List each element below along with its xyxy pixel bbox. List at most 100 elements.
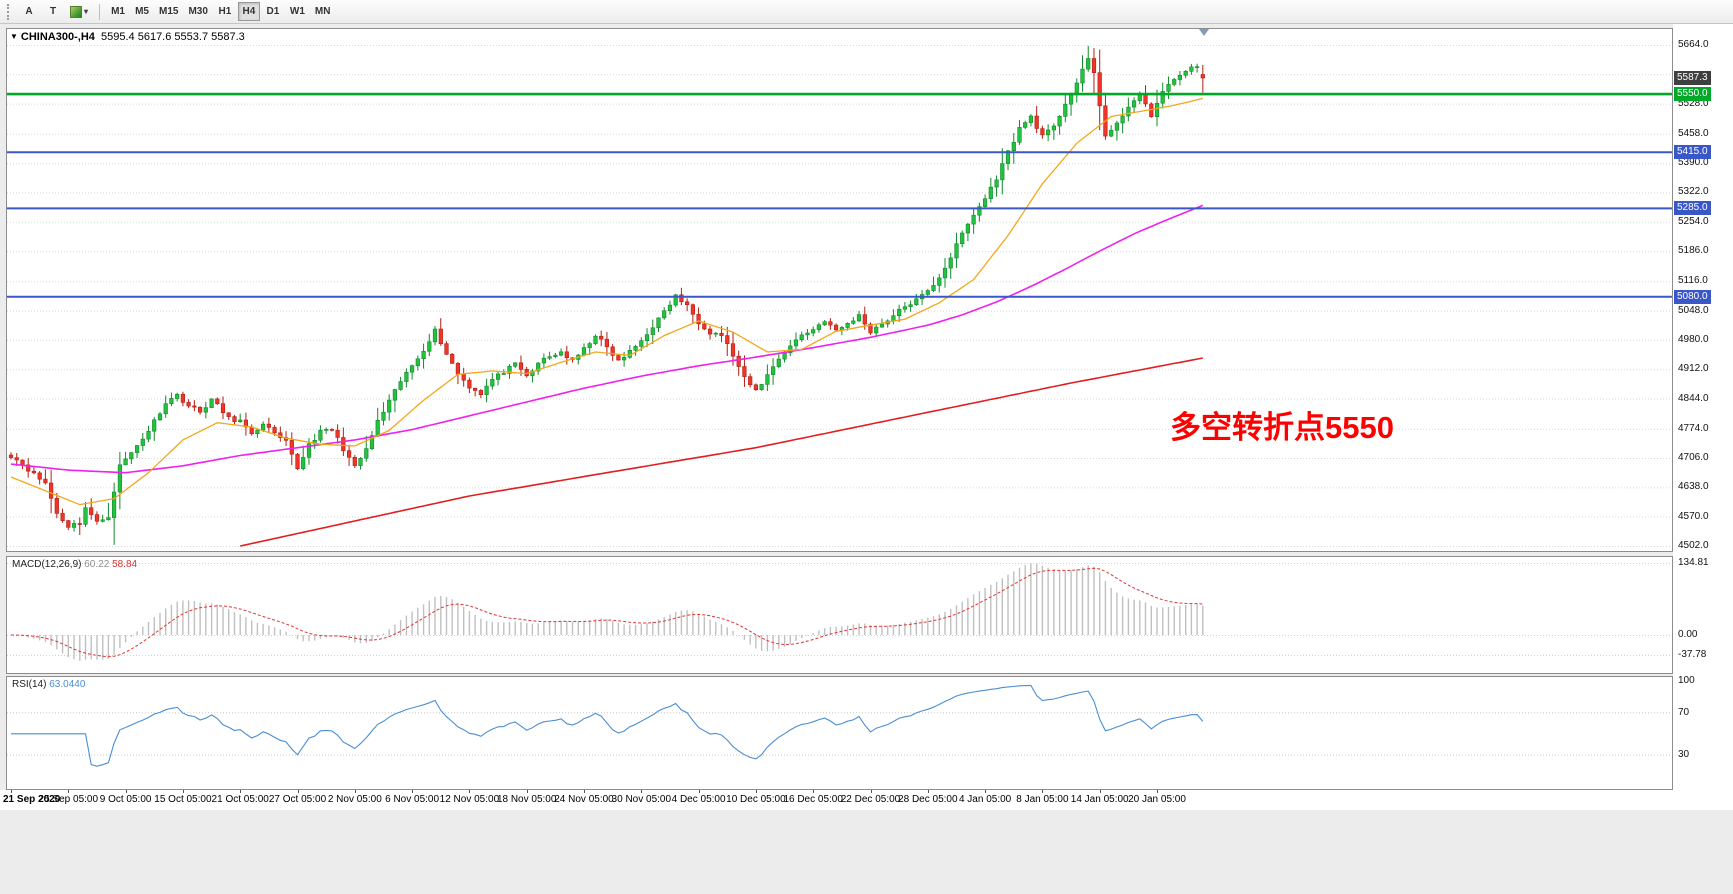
timeframe-H4[interactable]: H4	[237, 2, 260, 21]
macd-label: MACD(12,26,9) 60.22 58.84	[12, 559, 138, 570]
timeframe-M30[interactable]: M30	[184, 2, 211, 21]
date-tick	[813, 790, 815, 793]
candle-body	[157, 413, 163, 421]
date-axis-label: 18 Nov 05:00	[496, 794, 557, 805]
timeframe-D1[interactable]: D1	[262, 2, 284, 21]
macd-canvas[interactable]	[7, 557, 1672, 673]
candle-body	[782, 352, 787, 360]
macd-bar	[583, 621, 585, 635]
macd-bar	[239, 614, 241, 635]
date-axis-label: 21 Sep 2020	[3, 794, 61, 805]
macd-bar	[1013, 571, 1015, 635]
candle-body	[1063, 103, 1068, 117]
macd-bar	[950, 609, 952, 635]
candle-body	[788, 345, 793, 354]
macd-bar	[291, 634, 293, 636]
rsi-panel[interactable]	[6, 676, 1673, 790]
candle-body	[484, 385, 489, 396]
main-chart-panel[interactable]	[6, 28, 1673, 552]
price-axis[interactable]	[1673, 24, 1733, 810]
candle-body	[581, 347, 587, 356]
candle-body	[1005, 150, 1011, 164]
macd-bar	[170, 604, 173, 635]
candle-body	[369, 435, 375, 450]
indicators-button[interactable]: ▾	[66, 2, 92, 21]
candle-body	[1120, 115, 1125, 124]
candle-body	[8, 454, 14, 458]
macd-bar	[1173, 606, 1175, 635]
candle-body	[266, 423, 272, 428]
macd-bar	[1041, 565, 1044, 635]
macd-bar	[1018, 567, 1021, 635]
level-price-box[interactable]: 5080.0	[1674, 289, 1711, 304]
timeframe-H1[interactable]: H1	[214, 2, 236, 21]
timeframe-M5[interactable]: M5	[131, 2, 153, 21]
macd-bar	[829, 627, 832, 635]
macd-bar	[1121, 596, 1124, 635]
annotation-text[interactable]: 多空转折点5550	[1170, 410, 1394, 445]
macd-bar	[440, 595, 442, 635]
level-price-box[interactable]: 5550.0	[1674, 87, 1711, 102]
candle-body	[1166, 84, 1171, 92]
date-tick	[641, 790, 643, 793]
timeframe-MN[interactable]: MN	[311, 2, 335, 21]
timeframe-M1[interactable]: M1	[107, 2, 129, 21]
macd-bar	[646, 623, 648, 635]
candle-body	[948, 257, 953, 269]
candle-body	[1172, 79, 1177, 85]
macd-bar	[657, 619, 660, 635]
macd-bar	[222, 606, 224, 635]
macd-bar	[233, 612, 236, 635]
ma-fast-line	[10, 97, 1203, 506]
rsi-canvas[interactable]	[7, 677, 1672, 789]
date-axis-label: 12 Nov 05:00	[439, 794, 500, 805]
level-price-box[interactable]: 5285.0	[1674, 201, 1711, 216]
candle-body	[387, 399, 392, 413]
candle-body	[31, 470, 37, 474]
chart-shift-marker[interactable]	[1199, 29, 1209, 36]
date-axis-label: 4 Jan 05:00	[958, 794, 1012, 805]
macd-bar	[824, 628, 826, 635]
candle-body	[1154, 103, 1160, 118]
level-price-box[interactable]: 5415.0	[1674, 145, 1711, 160]
time-axis[interactable]	[0, 790, 1733, 810]
candle-body	[94, 514, 100, 522]
toolbar-drag-handle[interactable]	[7, 3, 12, 20]
macd-bar	[411, 611, 413, 635]
timeframe-W1[interactable]: W1	[286, 2, 309, 21]
date-axis-label: 24 Nov 05:00	[554, 794, 614, 805]
macd-bar	[1156, 607, 1158, 635]
macd-bar	[1064, 570, 1066, 635]
candle-body	[37, 472, 42, 480]
macd-bar	[165, 608, 167, 635]
candle-body	[587, 343, 592, 348]
collapse-triangle-icon[interactable]: ▼	[10, 32, 18, 41]
macd-bar	[841, 626, 843, 635]
candle-body	[335, 429, 340, 438]
candle-body	[106, 517, 111, 521]
candle-body	[1034, 115, 1039, 129]
macd-bar	[606, 619, 608, 635]
candle-body	[536, 362, 541, 372]
cursor-a-tool-button[interactable]: A	[18, 2, 40, 21]
candle-body	[828, 321, 833, 326]
date-axis-label: 14 Jan 05:00	[1070, 794, 1129, 805]
macd-bar	[801, 635, 803, 638]
text-tool-button[interactable]: T	[42, 2, 64, 21]
macd-bar	[468, 611, 471, 635]
macd-bar	[130, 635, 132, 637]
main-chart-canvas[interactable]	[7, 29, 1672, 551]
candle-body	[902, 306, 907, 310]
macd-bar	[669, 614, 671, 635]
candle-body	[925, 290, 930, 295]
macd-bar	[726, 627, 728, 635]
timeframe-M15[interactable]: M15	[155, 2, 182, 21]
candle-body	[1057, 116, 1062, 127]
rsi-line	[11, 684, 1204, 767]
macd-bar	[182, 600, 184, 635]
candle-body	[541, 357, 546, 364]
macd-bar	[434, 596, 436, 635]
macd-panel[interactable]	[6, 556, 1673, 674]
candle-body	[1160, 91, 1165, 104]
macd-bar	[554, 621, 556, 635]
